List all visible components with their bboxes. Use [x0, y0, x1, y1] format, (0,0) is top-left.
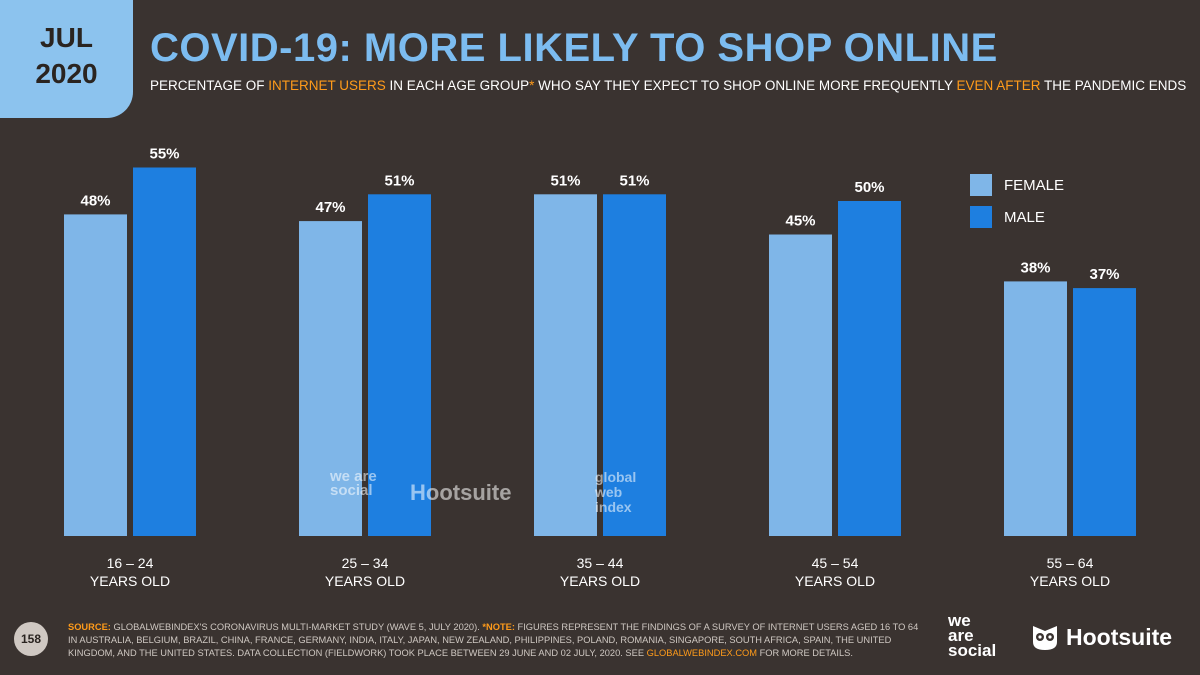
data-label-female: 48%: [80, 192, 110, 209]
bar-female: [1004, 281, 1067, 536]
badge-year: 2020: [35, 58, 98, 89]
source-text: GLOBALWEBINDEX'S CORONAVIRUS MULTI-MARKE…: [110, 622, 483, 632]
bar-male: [368, 194, 431, 537]
subtitle-part: PERCENTAGE OF: [150, 78, 269, 93]
source-link[interactable]: GLOBALWEBINDEX.COM: [646, 648, 758, 658]
category-label: YEARS OLD: [560, 573, 640, 589]
date-badge: JUL 2020: [0, 0, 133, 118]
watermark-gwi: global web index: [595, 469, 637, 515]
bar-female: [534, 194, 597, 537]
tail-text: FOR MORE DETAILS.: [757, 648, 853, 658]
subtitle-part: THE PANDEMIC ENDS: [1040, 78, 1187, 93]
chart-legend: FEMALE MALE: [970, 173, 1064, 237]
page-number: 158: [14, 622, 48, 656]
source-label: SOURCE:: [68, 622, 111, 632]
legend-item-female: FEMALE: [970, 173, 1064, 197]
category-label: 45 – 54: [812, 555, 859, 571]
watermark-we-are-social: we are social: [330, 468, 377, 499]
subtitle-asterisk: *: [529, 78, 535, 93]
hootsuite-wordmark: Hootsuite: [1066, 623, 1173, 650]
logo-word: we: [948, 611, 971, 630]
legend-swatch-female: [970, 174, 992, 196]
category-label: YEARS OLD: [325, 573, 405, 589]
category-label: 16 – 24: [107, 555, 154, 571]
logo-word: are: [948, 626, 974, 645]
logo-word: social: [948, 641, 997, 660]
data-label-male: 55%: [149, 146, 179, 163]
we-are-social-logo: we are social: [948, 611, 997, 660]
bar-female: [299, 221, 362, 536]
category-label: 55 – 64: [1047, 555, 1094, 571]
footer-notes: SOURCE: GLOBALWEBINDEX'S CORONAVIRUS MUL…: [68, 621, 928, 660]
legend-label-female: FEMALE: [1004, 176, 1065, 194]
category-label: 35 – 44: [577, 555, 624, 571]
note-text: FIGURES REPRESENT THE FINDINGS OF A SURV…: [68, 622, 919, 658]
data-label-male: 50%: [854, 179, 884, 196]
data-label-female: 45%: [785, 213, 815, 230]
bar-female: [64, 214, 127, 536]
subtitle-highlight: EVEN AFTER: [956, 78, 1041, 93]
category-label: YEARS OLD: [90, 573, 170, 589]
category-label: 25 – 34: [342, 555, 389, 571]
watermark-hootsuite: Hootsuite: [410, 480, 512, 505]
owl-icon: [1033, 626, 1057, 650]
page-subtitle: PERCENTAGE OF INTERNET USERS IN EACH AGE…: [150, 78, 1186, 93]
data-label-male: 51%: [384, 172, 414, 189]
note-label: *NOTE:: [482, 622, 515, 632]
data-label-female: 47%: [315, 199, 345, 216]
data-label-male: 51%: [619, 172, 649, 189]
bar-male: [1073, 288, 1136, 536]
data-label-male: 37%: [1089, 266, 1119, 283]
data-label-female: 38%: [1020, 259, 1050, 276]
legend-label-male: MALE: [1004, 208, 1045, 226]
subtitle-part: IN EACH AGE GROUP: [385, 78, 530, 93]
subtitle-highlight: INTERNET USERS: [268, 78, 386, 93]
badge-month: JUL: [40, 22, 93, 53]
page-title: COVID-19: MORE LIKELY TO SHOP ONLINE: [150, 26, 998, 70]
legend-swatch-male: [970, 206, 992, 228]
category-label: YEARS OLD: [795, 573, 875, 589]
category-label: YEARS OLD: [1030, 573, 1110, 589]
hootsuite-logo: Hootsuite: [1030, 622, 1172, 652]
bar-male: [133, 167, 196, 536]
legend-item-male: MALE: [970, 205, 1064, 229]
bar-female: [769, 234, 832, 536]
bar-male: [838, 201, 901, 536]
data-label-female: 51%: [550, 172, 580, 189]
bar-male: [603, 194, 666, 537]
subtitle-part: WHO SAY THEY EXPECT TO SHOP ONLINE MORE …: [534, 78, 957, 93]
